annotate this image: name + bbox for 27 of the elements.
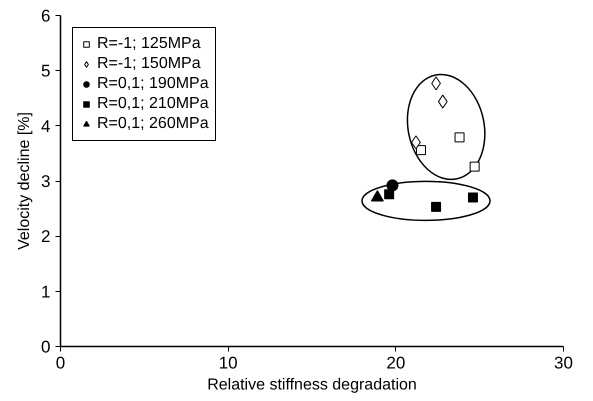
y-axis-title: Velocity decline [%] <box>16 112 34 250</box>
x-tick-label: 20 <box>386 354 406 372</box>
legend-label: R=0,1; 260MPa <box>97 115 209 133</box>
point <box>386 179 398 192</box>
point <box>454 132 465 142</box>
y-tick-label: 3 <box>41 172 51 191</box>
x-tick-label: 30 <box>554 354 573 372</box>
y-tick-label: 5 <box>41 62 51 81</box>
x-tick-label: 10 <box>218 354 238 372</box>
point <box>431 202 442 212</box>
y-tick-label: 4 <box>41 116 51 136</box>
legend-label: R=0,1; 210MPa <box>97 95 209 113</box>
point <box>438 94 448 109</box>
point <box>370 190 384 202</box>
legend-label: R=-1; 150MPa <box>97 55 201 73</box>
legend-label: R=-1; 125MPa <box>97 35 201 53</box>
y-tick-label: 0 <box>41 338 51 356</box>
legend-label: R=0,1; 190MPa <box>97 75 209 93</box>
point <box>384 189 394 200</box>
x-axis-title: Relative stiffness degradation <box>207 376 417 394</box>
point <box>470 162 480 172</box>
point <box>468 192 478 203</box>
point <box>416 145 426 156</box>
x-tick-label: 0 <box>56 354 66 372</box>
y-tick-label: 1 <box>41 282 51 302</box>
y-tick-label: 6 <box>41 6 51 26</box>
y-tick-label: 2 <box>41 227 51 246</box>
